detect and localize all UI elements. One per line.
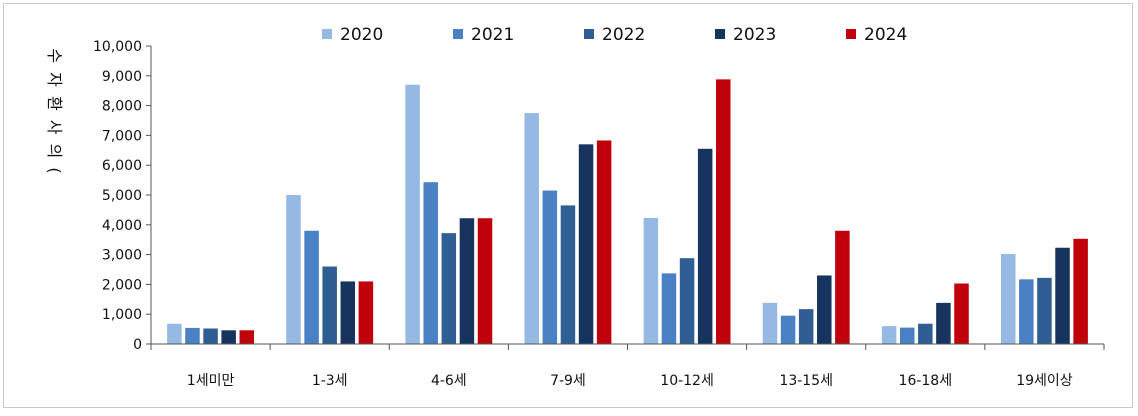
x-tick-label: 4-6세: [431, 373, 467, 389]
x-tick-label: 19세이상: [1016, 373, 1073, 389]
x-tick-label: 1세미만: [187, 373, 235, 389]
x-tick-label: 16-18세: [899, 373, 953, 389]
bar-2022-0: [203, 328, 218, 344]
bar-2023-1: [340, 281, 356, 344]
bar-2022-1: [322, 266, 337, 344]
y-tick-label: 3,000: [102, 248, 142, 264]
y-tick-label: 4,000: [102, 218, 142, 234]
legend-label-2021: 2021: [471, 25, 514, 45]
y-tick-label: 6,000: [102, 158, 142, 174]
bars: [167, 79, 1088, 345]
bar-2023-5: [817, 275, 832, 344]
y-tick-label: 10,000: [93, 39, 142, 55]
y-axis-title: 수 자 환 사 의 (: [45, 48, 64, 175]
y-tick-label: 9,000: [102, 69, 142, 85]
x-tick-label: 13-15세: [779, 373, 833, 389]
x-tick-label: 7-9세: [550, 373, 586, 389]
legend-swatch-2022: [584, 29, 594, 39]
y-tick-label: 8,000: [102, 99, 142, 115]
bar-2022-5: [798, 309, 814, 344]
legend: 2020 2021 2022 2023 2024: [322, 25, 907, 45]
bar-2020-6: [881, 326, 897, 344]
bar-2022-3: [560, 205, 576, 344]
bar-2020-3: [524, 113, 539, 344]
bar-2024-4: [716, 79, 731, 344]
y-tick-label: 1,000: [102, 307, 142, 323]
bar-2020-4: [643, 217, 659, 344]
y-axis-label: 수 자 환 사 의 (: [45, 48, 64, 175]
bar-2022-6: [918, 323, 933, 344]
legend-label-2020: 2020: [340, 25, 383, 45]
bar-2021-4: [661, 273, 677, 344]
y-tick-label: 2,000: [102, 277, 142, 293]
bar-2023-0: [221, 330, 236, 344]
bar-2020-1: [286, 195, 301, 344]
bar-2024-1: [358, 281, 374, 344]
bar-2023-4: [697, 148, 713, 344]
bar-2020-2: [405, 84, 420, 345]
legend-label-2022: 2022: [602, 25, 645, 45]
bar-2021-2: [423, 182, 438, 344]
x-axis: 1세미만 1-3세 4-6세 7-9세 10-12세 13-15세 16-18세 19세이상: [150, 343, 1105, 389]
y-axis: 0 1,000 2,000 3,000 4,000 5,000 6,000 7,000 8,00…: [93, 39, 152, 353]
bar-2022-4: [679, 258, 695, 344]
bar-2023-7: [1055, 247, 1070, 344]
bar-2022-7: [1037, 277, 1052, 344]
legend-swatch-2020: [322, 29, 332, 39]
bar-2021-0: [185, 327, 200, 344]
y-tick-label: 7,000: [102, 128, 142, 144]
bar-2024-6: [954, 283, 969, 344]
bar-2024-5: [835, 230, 850, 344]
bar-2024-0: [239, 330, 255, 344]
bar-chart: 2020 2021 2022 2023 2024 0 1,000 2,000 3,000 4,0…: [45, 25, 1105, 389]
legend-swatch-2021: [453, 29, 463, 39]
bar-2021-3: [542, 190, 558, 344]
bar-2021-6: [899, 327, 915, 344]
bar-2021-1: [304, 230, 319, 344]
chart-frame: 2020 2021 2022 2023 2024 0 1,000 2,000 3,000 4,0…: [3, 3, 1133, 408]
bar-2024-7: [1073, 238, 1088, 344]
bar-2020-0: [167, 323, 182, 344]
x-tick-label: 10-12세: [660, 373, 714, 389]
legend-swatch-2024: [846, 29, 856, 39]
bar-2023-2: [459, 218, 475, 344]
legend-label-2024: 2024: [864, 25, 907, 45]
x-tick-label: 1-3세: [312, 373, 348, 389]
bar-2023-3: [578, 144, 594, 344]
bar-2020-5: [762, 302, 778, 344]
y-tick-label: 5,000: [102, 188, 142, 204]
bar-2021-5: [780, 315, 796, 344]
bar-2020-7: [1000, 254, 1016, 344]
y-tick-label: 0: [133, 337, 142, 353]
legend-label-2023: 2023: [733, 25, 776, 45]
bar-2023-6: [936, 302, 951, 344]
bar-2024-3: [596, 140, 612, 344]
legend-swatch-2023: [715, 29, 725, 39]
bar-2021-7: [1019, 279, 1034, 344]
bar-2024-2: [477, 218, 493, 344]
bar-2022-2: [441, 233, 457, 344]
